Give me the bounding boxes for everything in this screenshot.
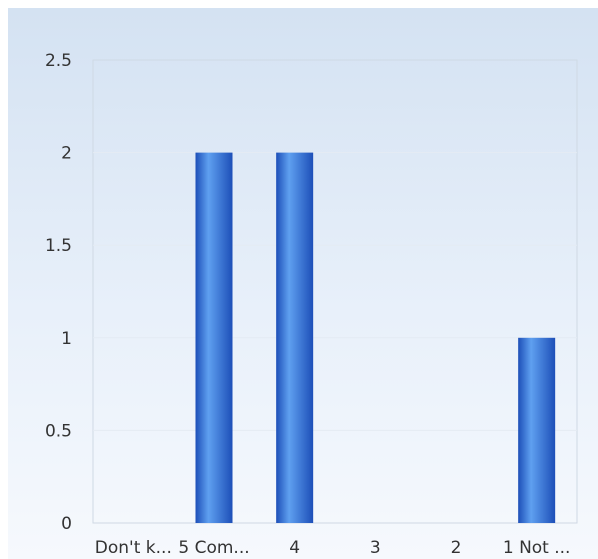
gridlines [93,152,577,431]
y-tick-label: 1 [61,329,72,349]
y-axis-ticks: 0 0.5 1 1.5 2 2.5 [45,51,72,534]
bar [518,337,556,523]
x-tick-label: 2 [451,538,462,558]
bar [195,152,233,523]
x-tick-label: 5 Com... [178,538,249,558]
y-tick-label: 2.5 [45,51,72,71]
y-tick-label: 1.5 [45,236,72,256]
bar [276,152,314,523]
bars [195,152,556,523]
x-axis-ticks: Don't k... 5 Com... 4 3 2 1 Not ... [95,538,571,558]
y-tick-label: 2 [61,144,72,164]
y-tick-label: 0 [61,514,72,534]
x-tick-label: Don't k... [95,538,172,558]
plot-area [92,59,578,524]
y-tick-label: 0.5 [45,421,72,441]
x-tick-label: 4 [289,538,300,558]
x-tick-label: 1 Not ... [503,538,571,558]
x-tick-label: 3 [370,538,381,558]
